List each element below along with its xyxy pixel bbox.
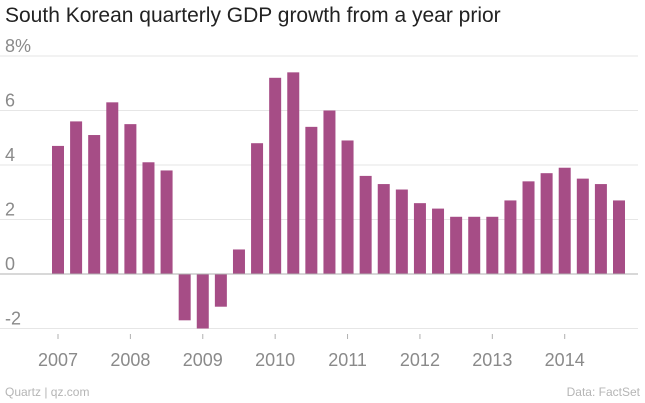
- bar-7: [178, 274, 191, 321]
- bar-12: [269, 77, 282, 274]
- bar-22: [450, 216, 463, 274]
- bar-6: [160, 170, 173, 274]
- bar-4: [124, 124, 137, 275]
- tick-labels: -2 0 2 4 6 8% 2007 2008 2009 2010 2011 2012 2013 2014: [5, 36, 585, 370]
- bar-30: [594, 184, 607, 274]
- y-tick-label-0: -2: [5, 309, 21, 329]
- bar-14: [305, 126, 318, 274]
- bar-2: [88, 135, 101, 274]
- bar-17: [359, 175, 372, 274]
- axes: [0, 273, 638, 339]
- x-tick-label-5: 2012: [400, 350, 440, 370]
- bars: [52, 72, 625, 329]
- bar-29: [576, 178, 589, 275]
- source-text: Data: FactSet: [566, 385, 640, 399]
- bar-3: [106, 102, 119, 274]
- bar-20: [413, 203, 426, 274]
- gridlines: [0, 55, 638, 329]
- bar-13: [287, 72, 300, 274]
- bar-5: [142, 162, 155, 274]
- bar-10: [232, 249, 245, 274]
- y-tick-label-1: 0: [5, 254, 15, 274]
- bar-9: [214, 274, 227, 307]
- bar-19: [395, 189, 408, 274]
- bar-1: [70, 121, 83, 275]
- bar-26: [522, 181, 535, 274]
- bar-28: [558, 167, 571, 274]
- bar-25: [504, 200, 517, 274]
- y-tick-label-5: 8%: [5, 36, 31, 56]
- bar-21: [432, 208, 445, 274]
- bar-27: [540, 173, 553, 274]
- y-tick-label-3: 4: [5, 145, 15, 165]
- y-tick-label-2: 2: [5, 200, 15, 220]
- bar-24: [486, 216, 499, 274]
- x-tick-label-0: 2007: [38, 350, 78, 370]
- x-tick-label-7: 2014: [545, 350, 585, 370]
- x-tick-label-1: 2008: [110, 350, 150, 370]
- bar-31: [613, 200, 625, 274]
- bar-16: [341, 140, 354, 274]
- x-tick-label-6: 2013: [472, 350, 512, 370]
- credit-text: Quartz | qz.com: [5, 385, 90, 399]
- bar-8: [196, 274, 209, 329]
- bar-18: [377, 184, 390, 274]
- x-tick-label-2: 2009: [183, 350, 223, 370]
- bar-0: [52, 145, 64, 274]
- x-tick-label-3: 2010: [255, 350, 295, 370]
- x-tick-label-4: 2011: [328, 350, 367, 370]
- chart-title: South Korean quarterly GDP growth from a…: [5, 4, 501, 27]
- bar-15: [323, 110, 336, 274]
- bar-23: [468, 216, 481, 274]
- bar-11: [251, 143, 264, 274]
- y-tick-label-4: 6: [5, 91, 15, 111]
